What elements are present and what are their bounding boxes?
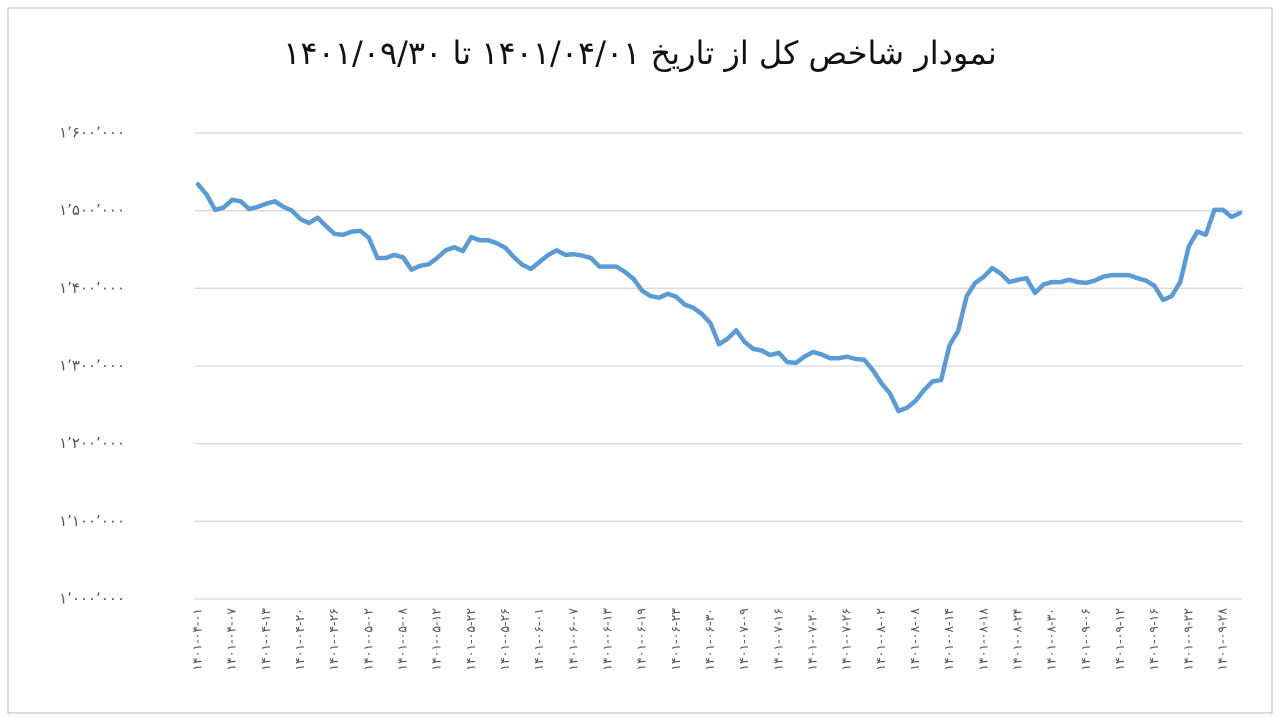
x-tick-label: ۱۴۰۱-۰۸-۱۴ <box>941 608 956 671</box>
x-tick-label: ۱۴۰۱-۰۴-۰۱ <box>190 608 205 671</box>
x-tick-label: ۱۴۰۱-۰۹-۱۲ <box>1112 608 1127 671</box>
x-tick-label: ۱۴۰۱-۰۴-۰۷ <box>224 608 239 671</box>
x-tick-label: ۱۴۰۱-۰۵-۲۶ <box>497 608 512 671</box>
y-tick-label: ۱٬۰۰۰٬۰۰۰ <box>59 590 125 608</box>
x-tick-label: ۱۴۰۱-۰۵-۰۸ <box>394 608 409 671</box>
x-tick-label: ۱۴۰۱-۰۵-۰۲ <box>360 608 375 671</box>
x-tick-label: ۱۴۰۱-۰۷-۱۶ <box>770 608 785 671</box>
chart-frame <box>7 7 1273 714</box>
x-tick-label: ۱۴۰۱-۰۶-۰۱ <box>531 608 546 671</box>
x-tick-label: ۱۴۰۱-۰۷-۲۶ <box>839 608 854 671</box>
x-tick-label: ۱۴۰۱-۰۹-۲۲ <box>1180 608 1195 671</box>
y-tick-label: ۱٬۴۰۰٬۰۰۰ <box>59 279 125 297</box>
x-tick-label: ۱۴۰۱-۰۸-۰۸ <box>907 608 922 671</box>
x-tick-label: ۱۴۰۱-۰۶-۱۹ <box>634 608 649 671</box>
x-tick-label: ۱۴۰۱-۰۵-۲۲ <box>463 608 478 671</box>
x-tick-label: ۱۴۰۱-۰۶-۲۳ <box>668 608 683 671</box>
x-tick-label: ۱۴۰۱-۰۸-۰۲ <box>873 608 888 671</box>
x-tick-label: ۱۴۰۱-۰۹-۰۶ <box>1078 608 1093 671</box>
y-tick-label: ۱٬۵۰۰٬۰۰۰ <box>59 201 125 219</box>
x-tick-label: ۱۴۰۱-۰۹-۱۶ <box>1146 608 1161 671</box>
x-tick-label: ۱۴۰۱-۰۷-۲۰ <box>804 608 819 671</box>
x-tick-label: ۱۴۰۱-۰۹-۲۸ <box>1214 608 1229 671</box>
x-tick-label: ۱۴۰۱-۰۶-۳۰ <box>702 608 717 671</box>
x-tick-label: ۱۴۰۱-۰۸-۳۰ <box>1044 608 1059 671</box>
x-tick-label: ۱۴۰۱-۰۴-۱۳ <box>258 608 273 671</box>
x-tick-label: ۱۴۰۱-۰۸-۲۴ <box>1009 608 1024 671</box>
y-tick-label: ۱٬۲۰۰٬۰۰۰ <box>59 434 125 452</box>
chart-title: نمودار شاخص کل از تاریخ ۱۴۰۱/۰۴/۰۱ تا ۱۴… <box>283 34 997 72</box>
y-tick-label: ۱٬۳۰۰٬۰۰۰ <box>59 357 125 375</box>
data-line <box>195 182 1243 414</box>
x-tick-label: ۱۴۰۱-۰۶-۱۳ <box>599 608 614 671</box>
y-tick-label: ۱٬۶۰۰٬۰۰۰ <box>59 124 125 142</box>
x-tick-label: ۱۴۰۱-۰۸-۱۸ <box>975 608 990 671</box>
y-tick-label: ۱٬۱۰۰٬۰۰۰ <box>59 512 125 530</box>
x-tick-label: ۱۴۰۱-۰۵-۱۲ <box>429 608 444 671</box>
x-tick-label: ۱۴۰۱-۰۴-۲۰ <box>292 608 307 671</box>
x-tick-label: ۱۴۰۱-۰۴-۲۶ <box>326 608 341 671</box>
x-tick-label: ۱۴۰۱-۰۷-۰۹ <box>736 608 751 671</box>
x-tick-label: ۱۴۰۱-۰۶-۰۷ <box>565 608 580 671</box>
